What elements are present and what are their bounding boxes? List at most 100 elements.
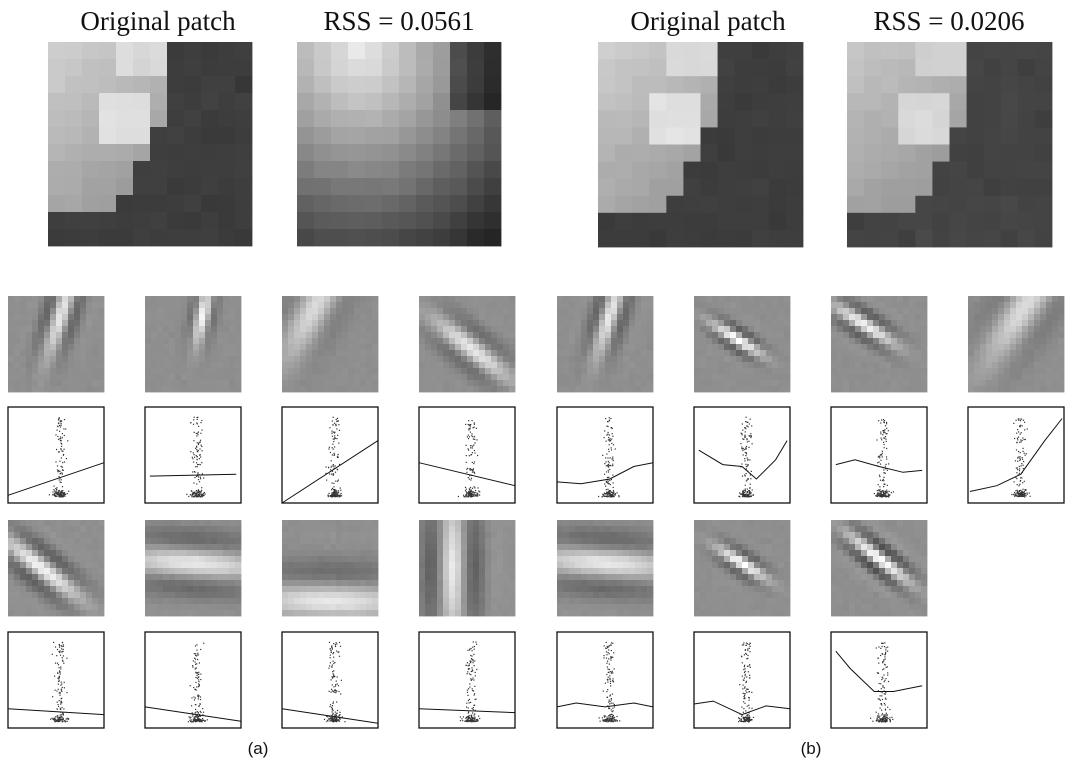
pixel — [1001, 145, 1018, 162]
pixel — [235, 386, 241, 392]
pixel — [145, 574, 151, 580]
pixel — [968, 362, 974, 368]
pixel — [701, 59, 718, 76]
pixel — [32, 374, 38, 380]
pixel — [497, 386, 503, 392]
pixel — [909, 568, 915, 574]
pixel — [623, 526, 629, 532]
scatter-dot — [335, 481, 336, 482]
pixel — [503, 302, 509, 308]
scatter-dot — [334, 491, 335, 492]
pixel — [8, 296, 14, 302]
pixel — [849, 556, 855, 562]
pixel — [235, 326, 241, 332]
pixel — [915, 380, 921, 386]
pixel — [348, 526, 354, 532]
pixel — [593, 350, 599, 356]
pixel — [433, 178, 450, 195]
pixel — [748, 308, 754, 314]
scatter-dot — [333, 489, 334, 490]
pixel — [647, 338, 653, 344]
pixel — [718, 296, 724, 302]
pixel — [992, 386, 998, 392]
pixel — [587, 586, 593, 592]
pixel — [223, 544, 229, 550]
pixel — [163, 350, 169, 356]
pixel — [730, 350, 736, 356]
pixel — [974, 338, 980, 344]
pixel — [605, 598, 611, 604]
pixel — [581, 326, 587, 332]
pixel — [706, 520, 712, 526]
pixel — [217, 326, 223, 332]
pixel — [867, 332, 873, 338]
pixel — [754, 580, 760, 586]
scatter-dot — [63, 428, 64, 429]
pixel — [318, 332, 324, 338]
pixel — [724, 544, 730, 550]
pixel — [724, 580, 730, 586]
pixel — [433, 42, 450, 59]
pixel — [700, 544, 706, 550]
pixel — [235, 302, 241, 308]
scatter-dot — [55, 461, 56, 462]
pixel — [187, 308, 193, 314]
pixel — [366, 320, 372, 326]
pixel — [754, 520, 760, 526]
pixel — [968, 308, 974, 314]
scatter-dot — [333, 486, 334, 487]
pixel — [372, 374, 378, 380]
pixel — [419, 610, 425, 616]
pixel — [557, 550, 563, 556]
pixel — [730, 344, 736, 350]
pixel — [282, 604, 288, 610]
pixel — [736, 308, 742, 314]
scatter-dot — [57, 465, 58, 466]
pixel — [181, 526, 187, 532]
pixel — [503, 296, 509, 302]
pixel — [399, 212, 416, 229]
pixel — [1034, 338, 1040, 344]
pixel — [331, 110, 348, 127]
pixel — [157, 580, 163, 586]
pixel — [365, 195, 382, 212]
pixel — [20, 374, 26, 380]
pixel — [1046, 326, 1052, 332]
pixel — [354, 604, 360, 610]
pixel — [324, 580, 330, 586]
pixel — [218, 144, 235, 161]
pixel — [294, 586, 300, 592]
pixel — [617, 556, 623, 562]
pixel — [879, 598, 885, 604]
scatter-dot — [198, 489, 199, 490]
pixel — [116, 195, 133, 212]
pixel — [754, 338, 760, 344]
pixel — [885, 344, 891, 350]
pixel — [593, 592, 599, 598]
pixel — [437, 598, 443, 604]
pixel — [611, 610, 617, 616]
pixel — [211, 362, 217, 368]
pixel — [157, 520, 163, 526]
pixel — [766, 562, 772, 568]
pixel — [754, 356, 760, 362]
pixel — [211, 544, 217, 550]
pixel — [1052, 356, 1058, 362]
pixel — [509, 580, 515, 586]
pixel — [843, 368, 849, 374]
pixel — [909, 386, 915, 392]
pixel — [330, 592, 336, 598]
pixel — [80, 580, 86, 586]
pixel — [1040, 344, 1046, 350]
pixel — [843, 604, 849, 610]
pixel — [98, 338, 104, 344]
pixel — [449, 580, 455, 586]
pixel — [201, 212, 218, 229]
pixel — [605, 574, 611, 580]
pixel — [879, 592, 885, 598]
pixel — [903, 368, 909, 374]
pixel — [342, 362, 348, 368]
pixel — [32, 368, 38, 374]
pixel — [712, 556, 718, 562]
pixel — [145, 544, 151, 550]
